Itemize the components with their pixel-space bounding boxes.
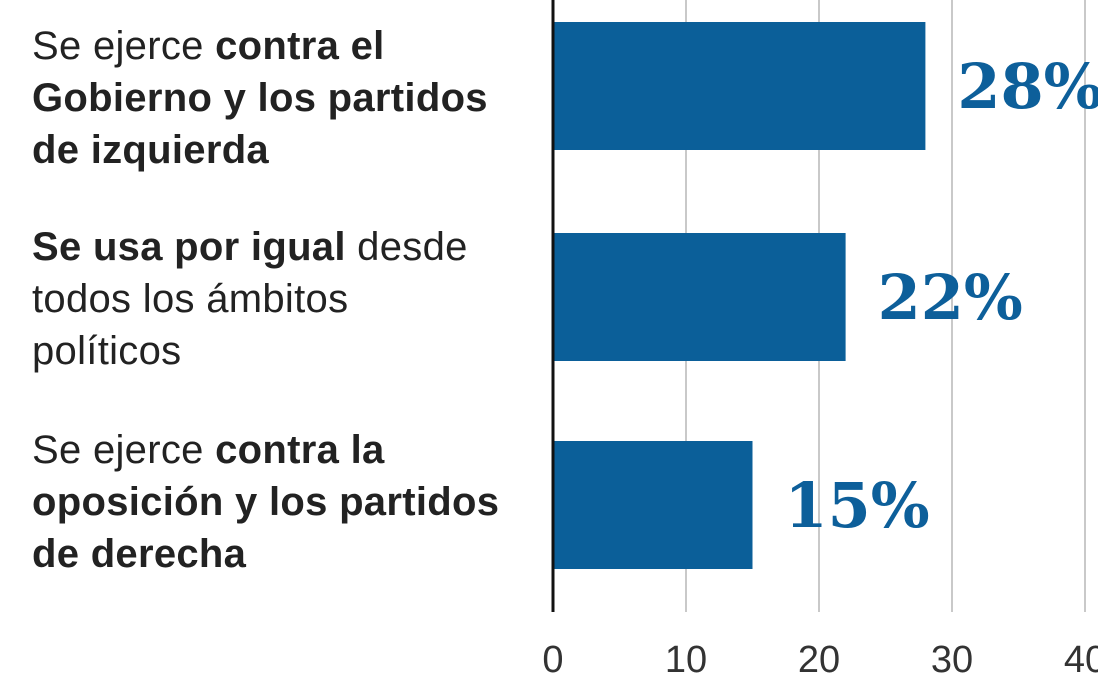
- x-tick-label-30: 30: [931, 639, 973, 677]
- value-label-layer: 28% 22% 15%: [785, 50, 1098, 542]
- value-label-2: 22%: [878, 261, 1023, 334]
- bar-1: [553, 22, 926, 150]
- category-label-layer: Se ejerce contra el Gobierno y los partid…: [32, 24, 499, 576]
- category-label-2: Se usa por igual desde todos los ámbitos p…: [32, 225, 468, 373]
- x-tick-label-0: 0: [542, 639, 563, 677]
- bar-layer: [553, 22, 926, 569]
- value-label-3: 15%: [785, 469, 930, 542]
- bar-3: [553, 441, 753, 569]
- bar-2: [553, 233, 846, 361]
- x-tick-label-20: 20: [798, 639, 840, 677]
- x-tick-label-layer: 0 10 20 30 40: [542, 639, 1098, 677]
- x-tick-label-10: 10: [665, 639, 707, 677]
- x-tick-label-40: 40: [1064, 639, 1098, 677]
- category-label-1: Se ejerce contra el Gobierno y los partid…: [32, 24, 488, 172]
- category-label-3: Se ejerce contra la oposición y los parti…: [32, 428, 499, 576]
- value-label-1: 28%: [957, 50, 1098, 123]
